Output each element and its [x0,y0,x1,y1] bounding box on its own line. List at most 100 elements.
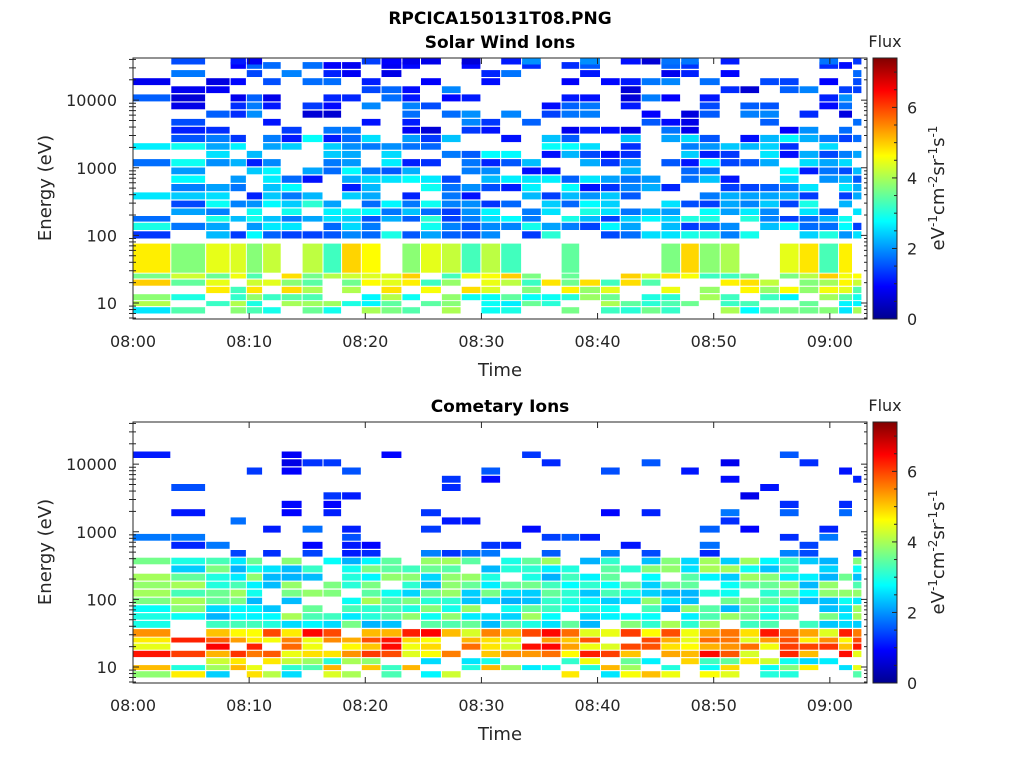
heatmap-cell [779,550,799,557]
heatmap-cell [481,184,501,192]
heatmap-cell [501,557,522,565]
heatmap-cell [601,192,620,200]
heatmap-cell [361,78,381,86]
heatmap-cell [402,175,420,183]
heatmap-cell [171,581,206,589]
heatmap-cell [206,216,230,222]
heatmap-cell [699,110,720,118]
heatmap-cell [441,175,461,183]
heatmap-cell [246,94,263,102]
heatmap-cell [661,597,681,605]
heatmap-cell [206,126,230,134]
heatmap-cell [206,301,230,307]
heatmap-cell [501,597,522,605]
heatmap-cell [302,605,323,612]
heatmap-cell [421,581,441,589]
heatmap-cell [819,620,839,628]
heatmap-cell [819,307,839,314]
heatmap-cell [720,208,740,215]
heatmap-cell [561,589,580,597]
heatmap-cell [361,573,381,581]
heatmap-cell [441,134,461,143]
heatmap-cell [661,581,681,589]
y-tick-label: 10000 [66,455,117,474]
heatmap-cell [230,550,246,557]
heatmap-cell [421,301,441,307]
heatmap-cell [720,70,740,77]
heatmap-cell [342,301,361,307]
heatmap-cell [302,286,323,294]
heatmap-cell [361,86,381,94]
heatmap-cell [263,573,281,581]
heatmap-cell [641,550,661,557]
heatmap-cell [421,208,441,215]
heatmap-cell [246,665,263,671]
heatmap-cell [402,102,420,110]
heatmap-cell [302,175,323,183]
heatmap-cell [441,475,461,483]
heatmap-cell [263,565,281,573]
heatmap-cell [441,620,461,628]
heatmap-cell [620,86,641,94]
heatmap-cell [481,126,501,134]
heatmap-cell [620,307,641,314]
heatmap-cell [681,231,699,239]
heatmap-cell [819,208,839,215]
heatmap-cell [281,301,302,307]
heatmap-cell [302,565,323,573]
heatmap-cell [561,150,580,158]
heatmap-cell [421,597,441,605]
x-axis-label: Time [477,360,522,381]
heatmap-cell [620,126,641,134]
heatmap-cell [246,643,263,650]
heatmap-cell [853,605,862,612]
heatmap-cell [699,159,720,167]
heatmap-cell [580,58,600,65]
panel-title: Solar Wind Ions [425,33,576,53]
heatmap-cell [601,279,620,286]
heatmap-cell [620,279,641,286]
heatmap-cell [641,78,661,86]
heatmap-cell [342,192,361,200]
heatmap-cell [853,222,862,230]
heatmap-cell [171,167,206,175]
heatmap-cell [246,208,263,215]
heatmap-cell [720,613,740,620]
heatmap-cell [323,509,342,517]
heatmap-cell [381,279,402,286]
heatmap-cell [699,150,720,158]
heatmap-cell [206,589,230,597]
heatmap-cell [779,605,799,612]
heatmap-cell [501,307,522,314]
heatmap-cell [580,629,600,637]
heatmap-cell [681,565,699,573]
heatmap-cell [681,467,699,475]
heatmap-cell [760,216,779,222]
heatmap-cell [281,565,302,573]
heatmap-cell [779,150,799,158]
heatmap-cell [230,175,246,183]
heatmap-cell [246,597,263,605]
heatmap-cell [522,605,541,612]
heatmap-cell [760,78,779,86]
heatmap-cell [522,650,541,658]
heatmap-cell [819,589,839,597]
heatmap-cell [133,581,171,589]
heatmap-cell [720,517,740,525]
heatmap-cell [481,118,501,126]
heatmap-cell [641,294,661,301]
heatmap-cell [522,192,541,200]
heatmap-cell [853,629,862,637]
heatmap-cell [206,597,230,605]
heatmap-cell [779,222,799,230]
heatmap-cell [740,192,760,200]
heatmap-cell [720,605,740,612]
heatmap-cell [561,134,580,143]
heatmap-cell [661,294,681,301]
heatmap-cell [323,134,342,143]
heatmap-cell [481,550,501,557]
heatmap-cell [779,294,799,301]
heatmap-cell [302,294,323,301]
heatmap-cell [661,70,681,77]
heatmap-cell [779,658,799,665]
